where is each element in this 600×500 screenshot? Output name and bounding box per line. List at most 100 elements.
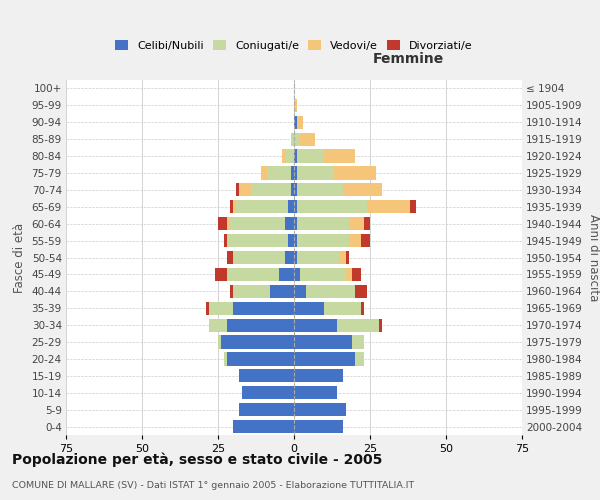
Bar <box>227 318 294 332</box>
Bar <box>227 268 279 281</box>
Bar <box>294 336 352 348</box>
Bar <box>251 184 291 196</box>
Bar <box>294 150 297 162</box>
Bar <box>294 420 343 433</box>
Bar <box>355 352 364 366</box>
Bar <box>343 184 382 196</box>
Bar <box>355 284 367 298</box>
Bar <box>294 403 346 416</box>
Bar <box>218 336 221 348</box>
Bar <box>294 318 337 332</box>
Bar <box>285 217 294 230</box>
Bar <box>227 251 233 264</box>
Bar <box>352 336 364 348</box>
Bar <box>410 200 416 213</box>
Bar <box>294 284 306 298</box>
Legend: Celibi/Nubili, Coniugati/e, Vedovi/e, Divorziati/e: Celibi/Nubili, Coniugati/e, Vedovi/e, Di… <box>111 36 477 55</box>
Bar <box>233 420 294 433</box>
Bar <box>236 184 239 196</box>
Bar <box>361 234 370 247</box>
Bar <box>352 268 361 281</box>
Bar <box>294 166 297 179</box>
Bar <box>230 217 285 230</box>
Bar <box>300 132 315 146</box>
Bar <box>297 184 343 196</box>
Bar <box>233 200 236 213</box>
Bar <box>297 251 340 264</box>
Bar <box>294 200 297 213</box>
Bar <box>215 268 227 281</box>
Bar <box>297 200 367 213</box>
Bar <box>224 234 227 247</box>
Bar <box>294 352 355 366</box>
Bar <box>294 132 300 146</box>
Bar <box>242 386 294 400</box>
Bar <box>294 302 325 315</box>
Bar <box>285 251 294 264</box>
Bar <box>325 150 355 162</box>
Bar <box>233 302 294 315</box>
Bar <box>297 116 303 129</box>
Bar <box>349 217 364 230</box>
Bar <box>291 166 294 179</box>
Bar <box>239 403 294 416</box>
Bar <box>361 302 364 315</box>
Bar <box>364 217 370 230</box>
Bar <box>297 217 349 230</box>
Bar <box>349 234 361 247</box>
Bar <box>297 234 349 247</box>
Bar <box>239 184 251 196</box>
Bar <box>224 352 227 366</box>
Bar <box>300 268 346 281</box>
Bar <box>334 166 376 179</box>
Y-axis label: Anni di nascita: Anni di nascita <box>587 214 599 301</box>
Bar <box>218 217 227 230</box>
Bar <box>282 150 285 162</box>
Bar <box>269 284 294 298</box>
Bar <box>346 251 349 264</box>
Bar <box>294 184 297 196</box>
Text: COMUNE DI MALLARE (SV) - Dati ISTAT 1° gennaio 2005 - Elaborazione TUTTITALIA.IT: COMUNE DI MALLARE (SV) - Dati ISTAT 1° g… <box>12 480 414 490</box>
Bar <box>294 99 297 112</box>
Text: Popolazione per età, sesso e stato civile - 2005: Popolazione per età, sesso e stato civil… <box>12 452 382 467</box>
Bar <box>236 200 288 213</box>
Bar <box>266 166 291 179</box>
Bar <box>291 132 294 146</box>
Bar <box>227 234 288 247</box>
Bar <box>279 268 294 281</box>
Bar <box>294 251 297 264</box>
Bar <box>325 302 361 315</box>
Bar <box>379 318 382 332</box>
Bar <box>227 352 294 366</box>
Bar <box>230 284 233 298</box>
Bar <box>239 369 294 382</box>
Bar <box>260 166 266 179</box>
Bar <box>233 284 269 298</box>
Bar <box>367 200 410 213</box>
Bar <box>346 268 352 281</box>
Bar <box>337 318 379 332</box>
Y-axis label: Fasce di età: Fasce di età <box>13 222 26 292</box>
Bar <box>294 234 297 247</box>
Text: Femmine: Femmine <box>373 52 443 66</box>
Bar <box>206 302 209 315</box>
Bar <box>294 116 297 129</box>
Bar <box>221 336 294 348</box>
Bar <box>294 217 297 230</box>
Bar <box>230 200 233 213</box>
Bar <box>294 268 300 281</box>
Bar <box>209 318 227 332</box>
Bar <box>294 369 343 382</box>
Bar <box>291 184 294 196</box>
Bar <box>285 150 294 162</box>
Bar <box>288 234 294 247</box>
Bar <box>340 251 346 264</box>
Bar <box>288 200 294 213</box>
Bar <box>297 166 334 179</box>
Bar <box>233 251 285 264</box>
Bar <box>306 284 355 298</box>
Bar <box>209 302 233 315</box>
Bar <box>294 386 337 400</box>
Bar <box>297 150 325 162</box>
Bar <box>227 217 230 230</box>
